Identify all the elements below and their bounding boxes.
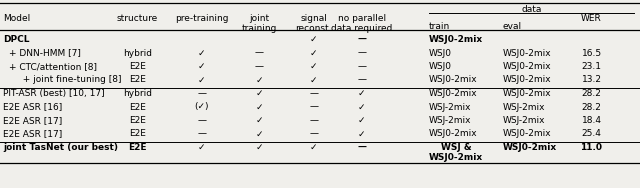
Text: E2E: E2E (129, 62, 146, 71)
Text: 11.0: 11.0 (580, 143, 602, 152)
Text: E2E: E2E (129, 76, 146, 84)
Text: WSJ0-2mix: WSJ0-2mix (502, 130, 551, 139)
Text: eval: eval (502, 22, 522, 31)
Text: structure: structure (117, 14, 158, 23)
Text: 18.4: 18.4 (582, 116, 602, 125)
Text: (✓): (✓) (195, 102, 209, 111)
Text: ✓: ✓ (198, 76, 205, 84)
Text: —: — (357, 35, 366, 44)
Text: ✓: ✓ (255, 89, 263, 98)
Text: WSJ0-2mix: WSJ0-2mix (502, 49, 551, 58)
Text: 23.1: 23.1 (582, 62, 602, 71)
Text: WSJ0: WSJ0 (429, 62, 452, 71)
Text: WSJ0-2mix: WSJ0-2mix (502, 143, 557, 152)
Text: + CTC/attention [8]: + CTC/attention [8] (9, 62, 97, 71)
Text: E2E: E2E (129, 116, 146, 125)
Text: WSJ0: WSJ0 (429, 49, 452, 58)
Text: WSJ-2mix: WSJ-2mix (429, 102, 471, 111)
Text: E2E ASR [16]: E2E ASR [16] (3, 102, 63, 111)
Text: 16.5: 16.5 (582, 49, 602, 58)
Text: ✓: ✓ (310, 76, 317, 84)
Text: —: — (357, 76, 366, 84)
Text: WSJ-2mix: WSJ-2mix (502, 116, 545, 125)
Text: 28.2: 28.2 (582, 102, 602, 111)
Text: ✓: ✓ (358, 102, 365, 111)
Text: ✓: ✓ (358, 89, 365, 98)
Text: WSJ-2mix: WSJ-2mix (502, 102, 545, 111)
Text: DPCL: DPCL (3, 35, 29, 44)
Text: WSJ0-2mix: WSJ0-2mix (502, 89, 551, 98)
Text: ✓: ✓ (255, 143, 263, 152)
Text: ✓: ✓ (198, 49, 205, 58)
Text: —: — (197, 116, 206, 125)
Text: WSJ0-2mix: WSJ0-2mix (429, 89, 477, 98)
Text: WSJ &
WSJ0-2mix: WSJ & WSJ0-2mix (429, 143, 483, 162)
Text: —: — (197, 89, 206, 98)
Text: 13.2: 13.2 (582, 76, 602, 84)
Text: hybrid: hybrid (123, 49, 152, 58)
Text: WSJ0-2mix: WSJ0-2mix (429, 35, 483, 44)
Text: ✓: ✓ (358, 116, 365, 125)
Text: joint
training: joint training (241, 14, 277, 33)
Text: pre-training: pre-training (175, 14, 228, 23)
Text: —: — (197, 130, 206, 139)
Text: no parallel
data required: no parallel data required (331, 14, 392, 33)
Text: —: — (357, 49, 366, 58)
Text: WSJ0-2mix: WSJ0-2mix (429, 130, 477, 139)
Text: WSJ0-2mix: WSJ0-2mix (502, 76, 551, 84)
Text: WSJ0-2mix: WSJ0-2mix (429, 76, 477, 84)
Text: 28.2: 28.2 (582, 89, 602, 98)
Text: ✓: ✓ (310, 62, 317, 71)
Text: signal
reconst.: signal reconst. (295, 14, 332, 33)
Text: E2E ASR [17]: E2E ASR [17] (3, 130, 63, 139)
Text: WSJ-2mix: WSJ-2mix (429, 116, 471, 125)
Text: train: train (429, 22, 450, 31)
Text: + joint fine-tuning [8]: + joint fine-tuning [8] (17, 76, 122, 84)
Text: joint TasNet (our best): joint TasNet (our best) (3, 143, 118, 152)
Text: PIT-ASR (best) [10, 17]: PIT-ASR (best) [10, 17] (3, 89, 105, 98)
Text: ✓: ✓ (255, 116, 263, 125)
Text: —: — (357, 62, 366, 71)
Text: ✓: ✓ (310, 143, 317, 152)
Text: Model: Model (3, 14, 31, 23)
Text: ✓: ✓ (255, 130, 263, 139)
Text: ✓: ✓ (358, 130, 365, 139)
Text: hybrid: hybrid (123, 89, 152, 98)
Text: + DNN-HMM [7]: + DNN-HMM [7] (9, 49, 81, 58)
Text: ✓: ✓ (255, 76, 263, 84)
Text: 25.4: 25.4 (582, 130, 602, 139)
Text: WSJ0-2mix: WSJ0-2mix (502, 62, 551, 71)
Text: E2E: E2E (129, 130, 146, 139)
Text: —: — (309, 89, 318, 98)
Text: ✓: ✓ (198, 143, 205, 152)
Text: WER: WER (581, 14, 602, 23)
Text: —: — (255, 62, 264, 71)
Text: data: data (521, 5, 541, 14)
Text: ✓: ✓ (310, 49, 317, 58)
Text: —: — (357, 143, 366, 152)
Text: —: — (309, 102, 318, 111)
Text: ✓: ✓ (255, 102, 263, 111)
Text: —: — (309, 130, 318, 139)
Text: —: — (309, 116, 318, 125)
Text: —: — (255, 49, 264, 58)
Text: E2E ASR [17]: E2E ASR [17] (3, 116, 63, 125)
Text: ✓: ✓ (198, 62, 205, 71)
Text: E2E: E2E (129, 143, 147, 152)
Text: ✓: ✓ (310, 35, 317, 44)
Text: E2E: E2E (129, 102, 146, 111)
